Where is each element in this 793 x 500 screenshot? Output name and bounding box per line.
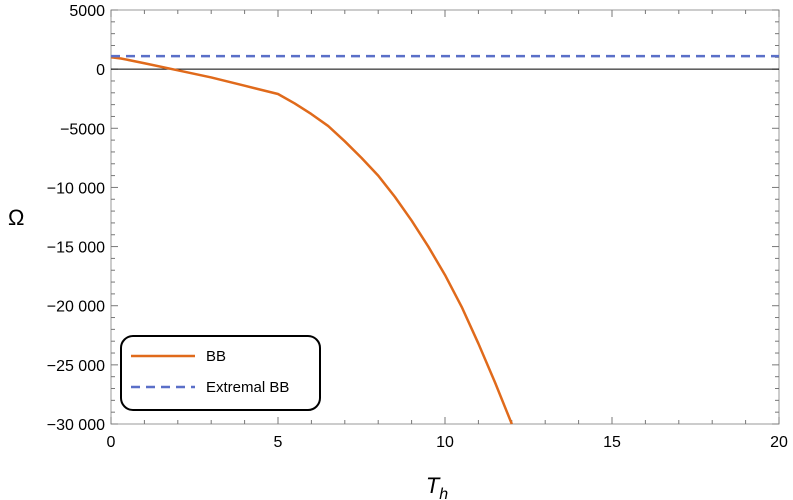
y-tick-label: −15 000	[47, 240, 105, 257]
x-axis-title-subscript: h	[439, 486, 448, 500]
x-axis-title-main: T	[426, 473, 441, 498]
series-line-0	[110, 56, 513, 425]
legend-box	[120, 335, 321, 411]
y-tick-label: −30 000	[47, 417, 105, 434]
y-tick-label: 0	[96, 62, 105, 79]
x-axis-title: Th	[426, 473, 448, 500]
x-ticks: 0 5 10 15 20	[107, 10, 788, 451]
y-tick-label: 5000	[69, 3, 105, 20]
x-tick-label: 10	[436, 434, 454, 451]
legend-label-bb: BB	[206, 348, 226, 365]
legend: BB Extremal BB	[120, 335, 321, 411]
x-tick-label: 5	[274, 434, 283, 451]
y-tick-label: −5000	[60, 121, 105, 138]
series-layer	[110, 54, 779, 425]
x-tick-label: 20	[770, 434, 788, 451]
y-ticks: 5000 0 −5000 −10 000 −15 000 −20 000 −25 000 −3…	[47, 3, 779, 434]
x-tick-label: 0	[107, 434, 116, 451]
y-axis-title: Ω	[8, 205, 24, 230]
y-tick-label: −25 000	[47, 358, 105, 375]
y-tick-label: −20 000	[47, 299, 105, 316]
y-tick-label: −10 000	[47, 180, 105, 197]
legend-label-extremal-bb: Extremal BB	[206, 379, 289, 396]
x-tick-label: 15	[603, 434, 621, 451]
